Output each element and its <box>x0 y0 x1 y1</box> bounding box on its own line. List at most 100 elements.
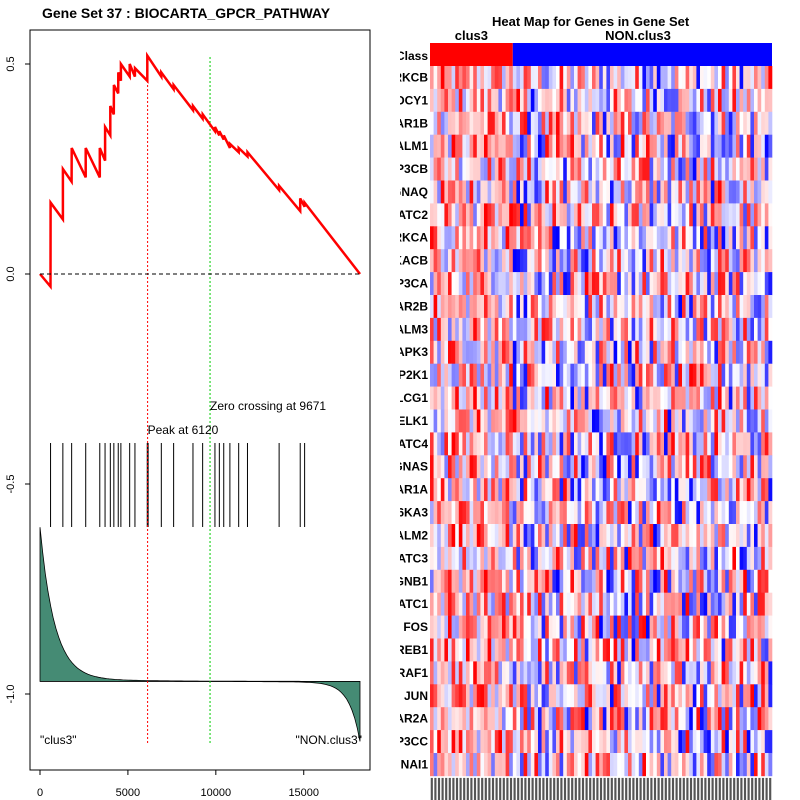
heatmap-cell <box>685 386 690 410</box>
heatmap-cell <box>570 546 575 571</box>
heatmap-cell <box>574 88 578 113</box>
heatmap-cell <box>476 249 481 273</box>
heatmap-cell <box>548 615 553 639</box>
heatmap-cell <box>534 340 539 364</box>
heatmap-cell <box>512 478 517 502</box>
heatmap-cell <box>516 615 521 639</box>
heatmap-cell <box>523 730 528 754</box>
heatmap-cell <box>602 226 607 250</box>
heatmap-cell <box>678 226 683 250</box>
heatmap-cell <box>487 226 492 250</box>
heatmap-cell <box>624 661 629 685</box>
heatmap-cell <box>718 730 722 754</box>
heatmap-cell <box>484 272 488 296</box>
heatmap-cell <box>476 638 481 662</box>
heatmap-cell <box>592 386 596 410</box>
sample-label-mark <box>553 777 556 800</box>
heatmap-cell <box>462 615 467 639</box>
heatmap-cell <box>649 203 654 227</box>
heatmap-cell <box>527 478 532 502</box>
heatmap-cell <box>707 340 712 364</box>
heatmap-cell <box>462 249 467 273</box>
heatmap-cell <box>617 111 622 135</box>
heatmap-cell <box>538 203 542 227</box>
heatmap-cell <box>761 272 766 296</box>
heatmap-cell <box>721 66 726 90</box>
heatmap-cell <box>660 134 665 158</box>
heatmap-cell <box>430 226 434 250</box>
heatmap-cell <box>714 592 719 616</box>
heatmap-cell <box>566 569 571 593</box>
heatmap-cell <box>620 295 625 319</box>
heatmap-cell <box>725 295 730 319</box>
heatmap-cell <box>624 707 629 731</box>
heatmap-cell <box>577 638 582 662</box>
sample-label-mark <box>718 777 721 800</box>
heatmap-cell <box>534 478 539 502</box>
heatmap-cell <box>512 157 517 181</box>
heatmap-cell <box>512 455 517 479</box>
heatmap-cell <box>574 272 578 296</box>
heatmap-cell <box>592 111 596 135</box>
heatmap-cell <box>736 615 740 639</box>
heatmap-cell <box>451 501 456 525</box>
heatmap-cell <box>732 111 737 135</box>
heatmap-cell <box>692 592 697 616</box>
heatmap-cell <box>563 272 568 296</box>
heatmap-cell <box>563 203 568 227</box>
heatmap-cell <box>476 455 481 479</box>
heatmap-cell <box>703 180 708 204</box>
heatmap-cell <box>656 317 661 342</box>
heatmap-cell <box>559 592 564 616</box>
heatmap-cell <box>754 455 758 479</box>
heatmap-cell <box>462 203 467 227</box>
sample-label-mark <box>542 777 545 800</box>
heatmap-cell <box>451 753 456 777</box>
heatmap-cell <box>534 295 539 319</box>
heatmap-cell <box>599 317 604 342</box>
heatmap-cell <box>620 684 625 708</box>
heatmap-cell <box>718 340 722 364</box>
heatmap-cell <box>646 546 650 571</box>
heatmap-cell <box>739 684 744 708</box>
heatmap-cell <box>764 661 769 685</box>
heatmap-cell <box>584 638 589 662</box>
sample-label-mark <box>470 777 473 800</box>
heatmap-cell <box>538 707 542 731</box>
heatmap-cell <box>649 88 654 113</box>
gene-label: ELK1 <box>400 414 428 428</box>
heatmap-cell <box>574 111 578 135</box>
heatmap-cell <box>664 272 668 296</box>
heatmap-cell <box>534 203 539 227</box>
heatmap-cell <box>620 615 625 639</box>
heatmap-cell <box>523 272 528 296</box>
heatmap-cell <box>613 272 618 296</box>
heatmap-cell <box>440 501 445 525</box>
heatmap-cell <box>498 546 503 571</box>
heatmap-cell <box>628 363 632 387</box>
heatmap-cell <box>768 363 773 387</box>
heatmap-cell <box>455 546 460 571</box>
heatmap-cell <box>548 157 553 181</box>
heatmap-cell <box>710 317 715 342</box>
heatmap-cell <box>599 753 604 777</box>
heatmap-cell <box>599 569 604 593</box>
heatmap-cell <box>682 524 686 548</box>
heatmap-cell <box>491 569 496 593</box>
heatmap-cell <box>739 569 744 593</box>
heatmap-cell <box>534 730 539 754</box>
heatmap-cell <box>703 203 708 227</box>
heatmap-cell <box>732 226 737 250</box>
heatmap-cell <box>732 638 737 662</box>
heatmap-cell <box>739 134 744 158</box>
heatmap-cell <box>620 317 625 342</box>
heatmap-cell <box>678 524 683 548</box>
heatmap-cell <box>761 501 766 525</box>
heatmap-cell <box>502 707 506 731</box>
sample-label-mark <box>617 777 621 800</box>
heatmap-cell <box>455 157 460 181</box>
heatmap-cell <box>556 661 560 685</box>
heatmap-cell <box>602 546 607 571</box>
heatmap-cell <box>653 638 658 662</box>
heatmap-cell <box>527 524 532 548</box>
